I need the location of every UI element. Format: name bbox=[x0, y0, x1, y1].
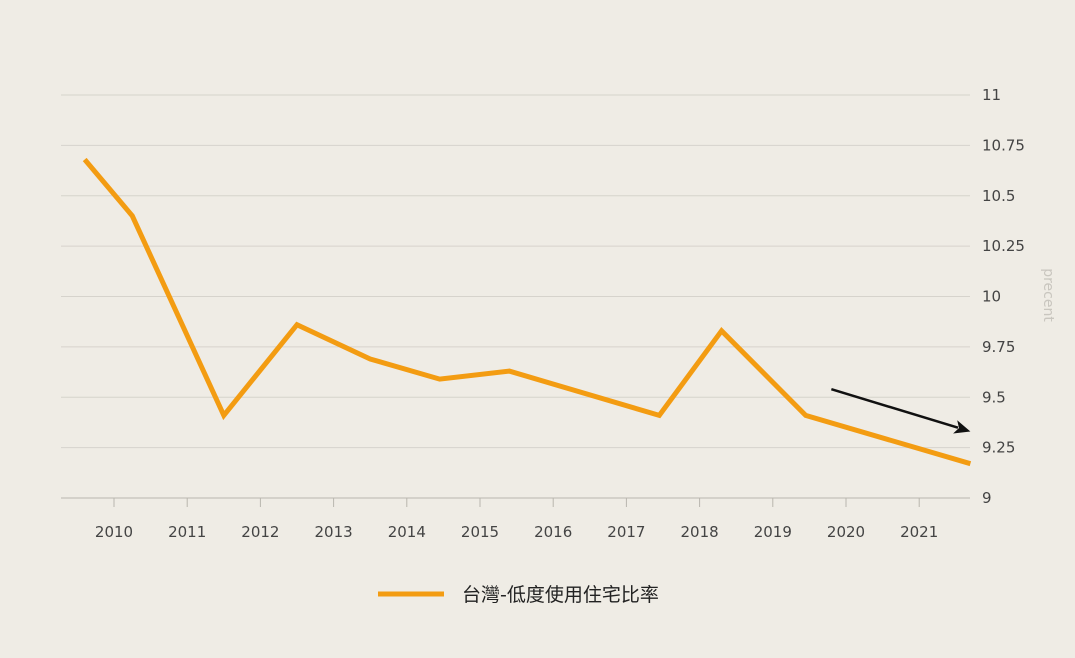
series-line bbox=[82, 157, 972, 467]
y-tick-label: 9.75 bbox=[982, 338, 1015, 356]
series-group bbox=[82, 157, 972, 467]
x-tick-label: 2016 bbox=[534, 523, 572, 541]
x-tick-label: 2015 bbox=[461, 523, 499, 541]
legend: 台灣-低度使用住宅比率 bbox=[378, 584, 659, 606]
x-tick-label: 2012 bbox=[241, 523, 279, 541]
x-tick-label: 2017 bbox=[607, 523, 645, 541]
y-tick-label: 9 bbox=[982, 489, 992, 507]
trend-arrow-head bbox=[953, 420, 971, 434]
y-axis-ticks: 11 10.75 10.5 10.25 10 9.75 9.5 9.25 9 bbox=[982, 86, 1025, 507]
x-tick-label: 2011 bbox=[168, 523, 206, 541]
y-tick-label: 9.5 bbox=[982, 388, 1006, 406]
x-tick-label: 2013 bbox=[315, 523, 353, 541]
x-tick-label: 2010 bbox=[95, 523, 133, 541]
x-tick-label: 2021 bbox=[900, 523, 938, 541]
x-tick-label: 2018 bbox=[681, 523, 719, 541]
y-tick-label: 9.25 bbox=[982, 439, 1015, 457]
x-axis-ticks: 2010 2011 2012 2013 2014 2015 2016 2017 2018 2019… bbox=[95, 498, 938, 541]
y-tick-label: 10.25 bbox=[982, 237, 1025, 255]
y-tick-label: 10.5 bbox=[982, 187, 1015, 205]
y-tick-label: 11 bbox=[982, 86, 1001, 104]
annotations bbox=[830, 387, 971, 434]
x-tick-label: 2014 bbox=[388, 523, 426, 541]
y-tick-label: 10 bbox=[982, 288, 1001, 306]
y-tick-label: 10.75 bbox=[982, 136, 1025, 154]
legend-label: 台灣-低度使用住宅比率 bbox=[462, 584, 659, 606]
x-tick-label: 2019 bbox=[754, 523, 792, 541]
trend-arrow-shaft bbox=[830, 387, 959, 429]
y-axis-label: precent bbox=[1040, 268, 1056, 322]
x-tick-label: 2020 bbox=[827, 523, 865, 541]
gridlines bbox=[61, 94, 970, 449]
